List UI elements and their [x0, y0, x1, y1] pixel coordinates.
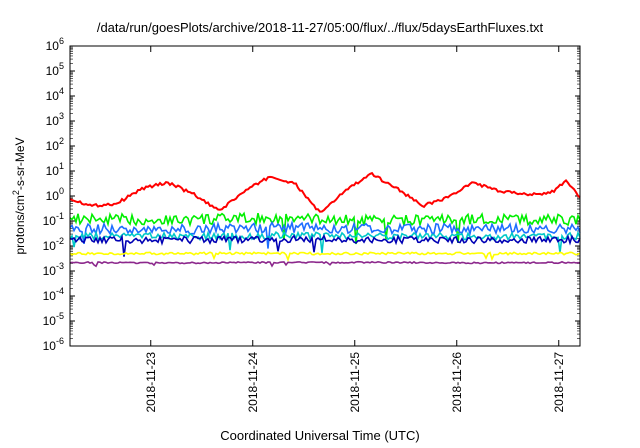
y-tick-label: 10-4	[43, 286, 64, 303]
series-line	[69, 251, 581, 262]
x-tick-label: 2018-11-26	[450, 352, 464, 413]
x-axis-label: Coordinated Universal Time (UTC)	[220, 428, 420, 443]
y-axis-label-text: protons/cm2-s-sr-MeV	[11, 137, 27, 254]
series-line	[69, 171, 581, 213]
series-line	[69, 260, 581, 268]
x-tick-label: 2018-11-24	[246, 352, 260, 413]
y-tick-label: 104	[46, 86, 64, 103]
chart-title: /data/run/goesPlots/archive/2018-11-27/0…	[96, 20, 544, 35]
y-tick-label: 10-3	[43, 261, 64, 278]
plot-frame	[69, 45, 581, 347]
y-tick-label: 102	[46, 136, 64, 153]
x-tick-label: 2018-11-27	[552, 352, 566, 413]
series-line	[69, 230, 581, 253]
x-tick-label: 2018-11-25	[348, 352, 362, 413]
x-axis-ticks: 2018-11-23 2018-11-24 2018-11-25 2018-11-26…	[144, 46, 566, 413]
y-tick-label: 10-1	[43, 211, 64, 228]
y-axis-ticks: 10-6 10-5 10-4 10-3 10-2 10-1 100 101 102 103 104 1…	[43, 36, 580, 353]
y-tick-label: 101	[46, 161, 64, 178]
series-group	[69, 171, 581, 268]
y-tick-label: 103	[46, 111, 64, 128]
y-tick-label: 100	[46, 186, 64, 203]
series-line	[69, 219, 581, 249]
series-line	[69, 234, 581, 257]
y-tick-label: 10-5	[43, 311, 64, 328]
y-tick-label: 10-2	[43, 236, 64, 253]
y-axis-label: protons/cm2-s-sr-MeV	[11, 137, 27, 254]
series-line	[69, 211, 581, 245]
y-tick-label: 106	[46, 36, 64, 53]
x-tick-label: 2018-11-23	[144, 352, 158, 413]
y-tick-label: 105	[46, 61, 64, 78]
y-tick-label: 10-6	[43, 336, 64, 353]
